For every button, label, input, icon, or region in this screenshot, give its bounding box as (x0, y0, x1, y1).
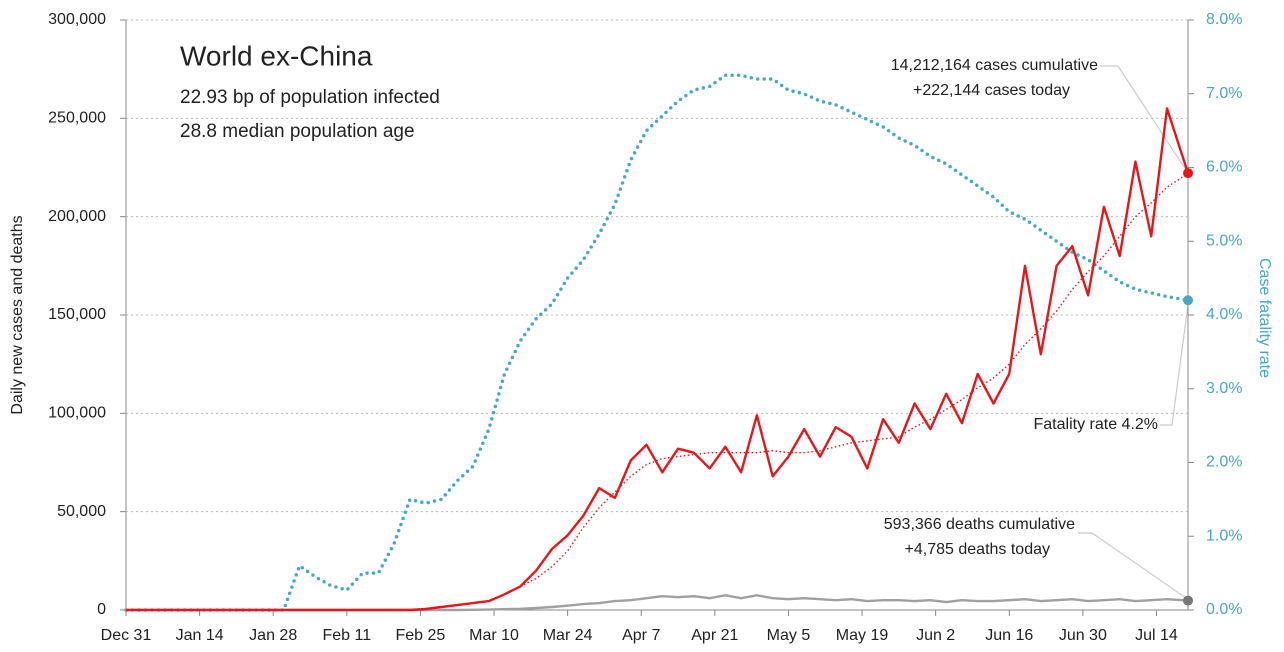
x-tick-label: Jun 16 (985, 627, 1033, 644)
x-tick-label: Apr 21 (691, 627, 738, 644)
y-tick-label: 100,000 (48, 405, 106, 422)
x-tick-label: Jun 2 (916, 627, 955, 644)
series-line (126, 107, 1190, 612)
y-tick-label: 200,000 (48, 208, 106, 225)
y-tick-label: 300,000 (48, 11, 106, 28)
y2-tick-label: 5.0% (1206, 232, 1242, 249)
annotation: Fatality rate 4.2% (1034, 416, 1159, 433)
y2-tick-label: 4.0% (1206, 306, 1242, 323)
y2-tick-label: 8.0% (1206, 11, 1242, 28)
end-point (1183, 295, 1193, 306)
annotation: +222,144 cases today (913, 82, 1070, 99)
x-tick-label: Jul 14 (1135, 627, 1178, 644)
x-tick-label: May 19 (836, 627, 889, 644)
x-tick-label: May 5 (767, 627, 811, 644)
x-tick-label: Jan 14 (176, 627, 224, 644)
y-tick-label: 0 (97, 601, 106, 618)
series-line (126, 594, 1189, 612)
x-tick-label: Apr 7 (622, 627, 660, 644)
y-axis-label: Daily new cases and deaths (9, 215, 26, 414)
subtitle: 28.8 median population age (180, 121, 415, 142)
end-point (1183, 168, 1193, 179)
y2-tick-label: 1.0% (1206, 527, 1242, 544)
y2-tick-label: 7.0% (1206, 85, 1242, 102)
x-tick-label: Jan 28 (249, 627, 297, 644)
x-tick-label: Jun 30 (1059, 627, 1107, 644)
series-line (519, 172, 1189, 588)
y-tick-label: 50,000 (57, 503, 106, 520)
y-tick-label: 250,000 (48, 110, 106, 127)
series-line (124, 73, 1190, 612)
x-tick-label: Feb 25 (396, 627, 446, 644)
chart-title: World ex-China (180, 40, 373, 71)
subtitle: 22.93 bp of population infected (180, 87, 440, 108)
y-tick-label: 150,000 (48, 306, 106, 323)
y2-tick-label: 2.0% (1206, 454, 1242, 471)
x-tick-label: Mar 10 (469, 627, 519, 644)
annotation: 14,212,164 cases cumulative (891, 57, 1098, 74)
annotation: +4,785 deaths today (905, 541, 1050, 558)
annotation: 593,366 deaths cumulative (884, 516, 1075, 533)
end-point (1183, 595, 1193, 606)
x-tick-label: Mar 24 (543, 627, 593, 644)
y2-tick-label: 0.0% (1206, 601, 1242, 618)
y2-axis-label: Case fatality rate (1256, 258, 1273, 378)
y2-tick-label: 3.0% (1206, 380, 1242, 397)
y2-tick-label: 6.0% (1206, 159, 1242, 176)
x-tick-label: Feb 11 (322, 627, 371, 644)
x-tick-label: Dec 31 (101, 627, 152, 644)
callout-lines (1078, 65, 1189, 599)
